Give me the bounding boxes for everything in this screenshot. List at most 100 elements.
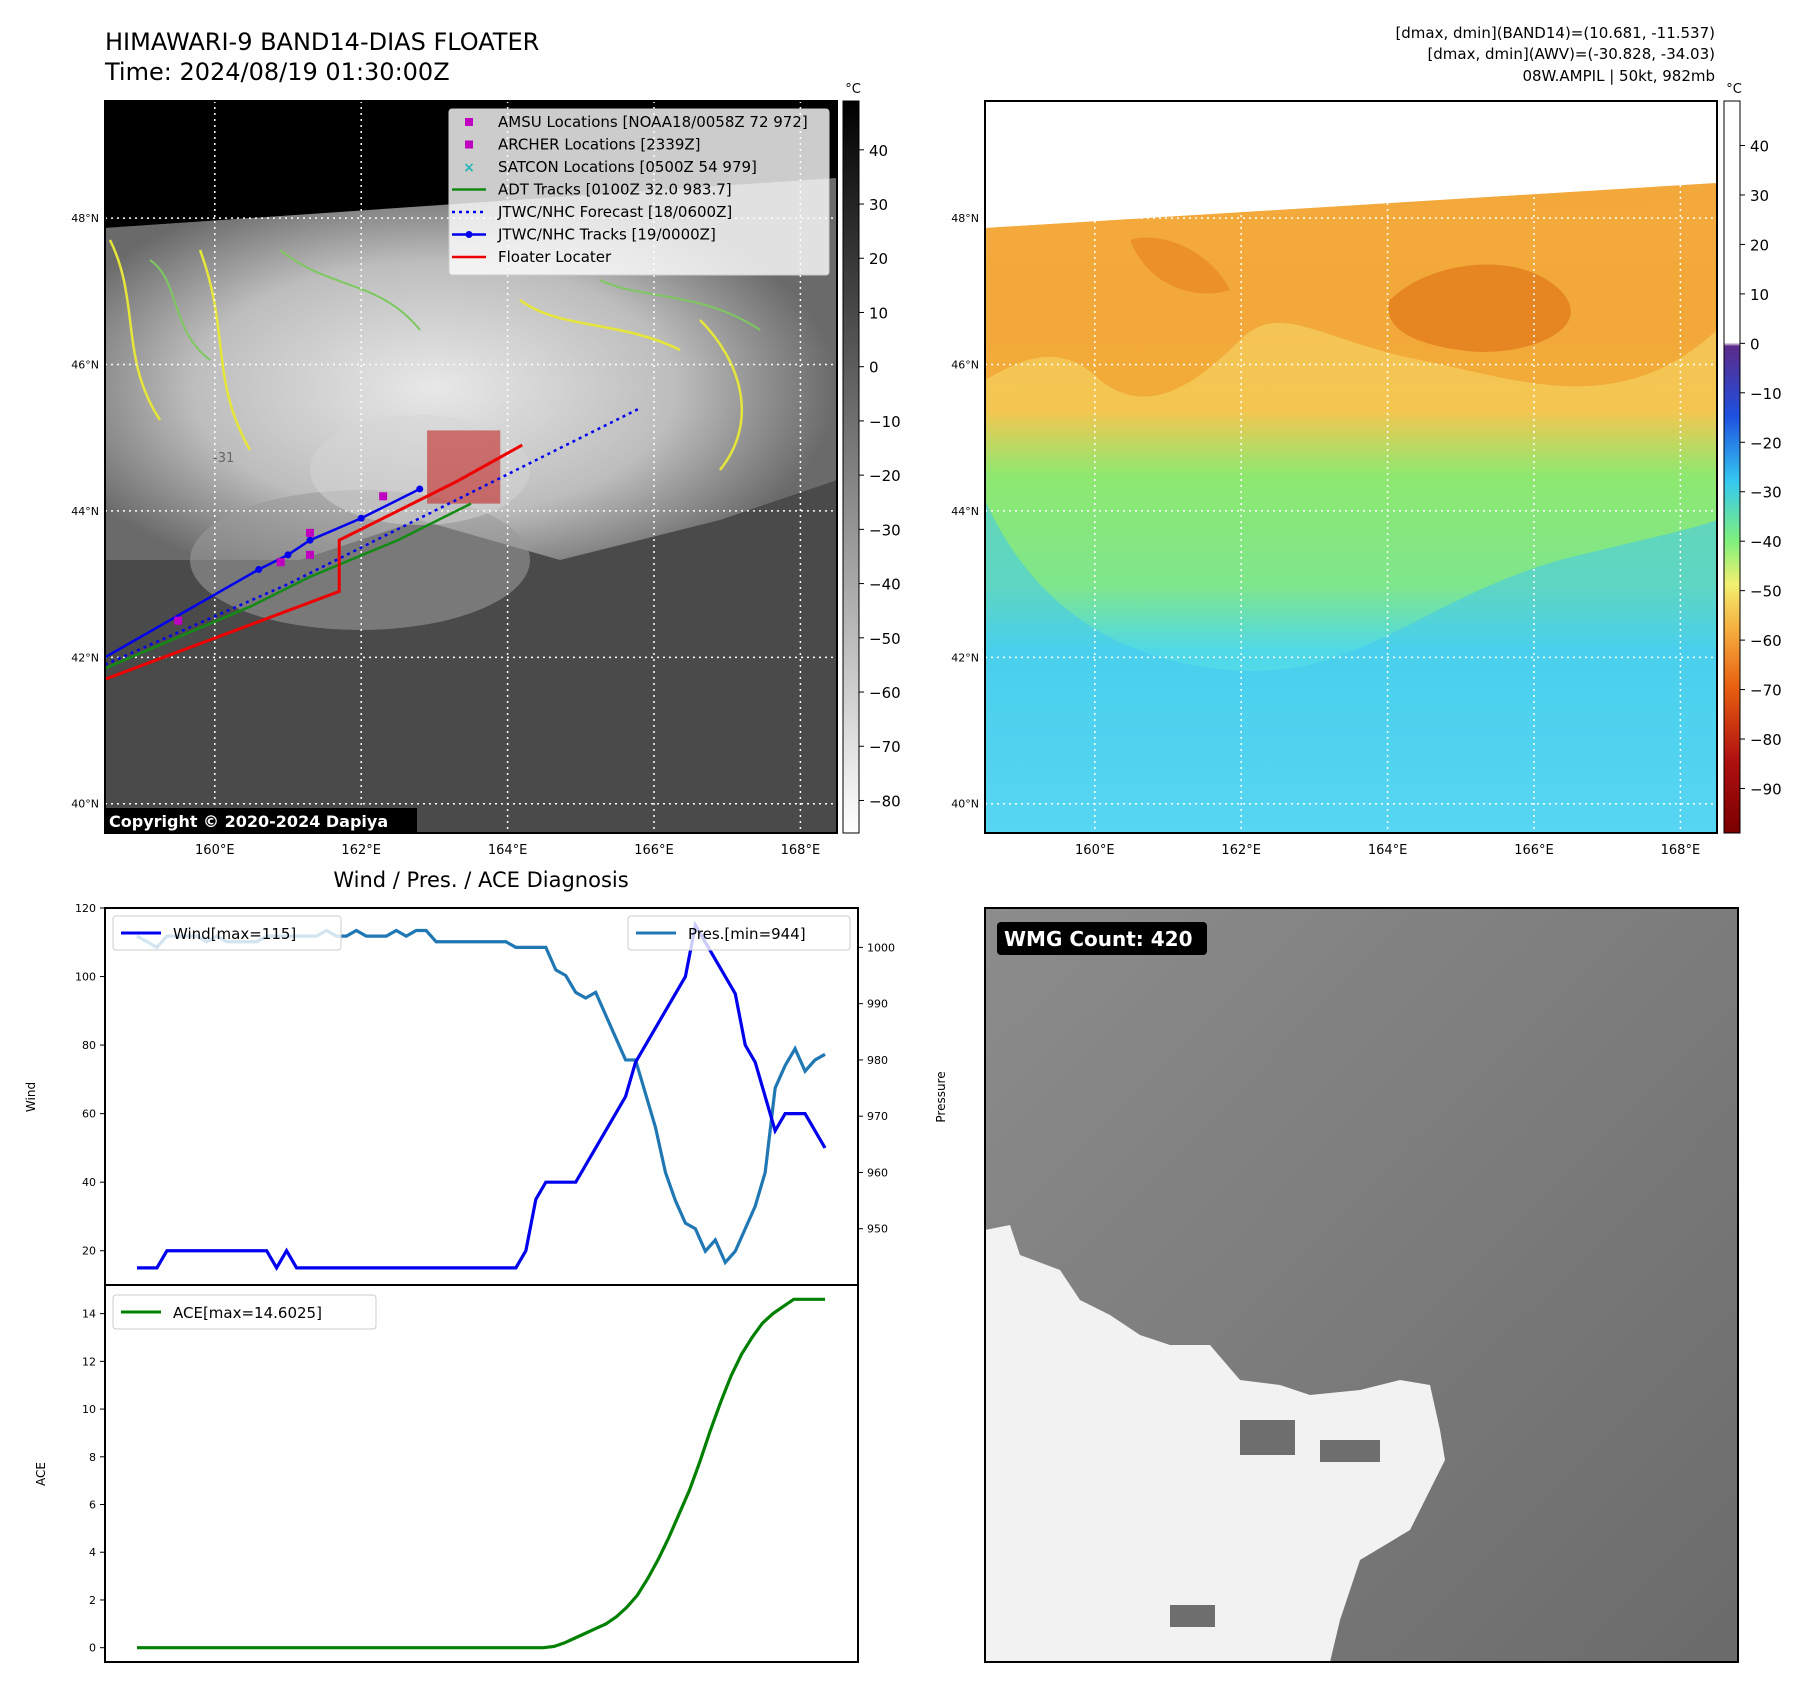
colorbar-tick-label: −10 [1750,385,1782,403]
jtwc-track-point [284,551,292,559]
lat-tick-label: 46°N [951,359,979,372]
wind-legend: Wind[max=115] [112,915,342,951]
ace-ytick-label: 8 [89,1451,96,1464]
lon-tick-label: 162°E [341,843,381,858]
ace-line [137,1297,825,1650]
wmg-label-box [997,922,1207,955]
amsu-archer-point [379,492,388,501]
legend-label: JTWC/NHC Tracks [19/0000Z] [497,226,716,244]
wind-ytick-label: 120 [75,902,96,915]
pressure-ytick-label: 990 [867,998,888,1011]
ace-legend-label: ACE[max=14.6025] [173,1304,322,1322]
colorbar-tick-label: −60 [869,684,901,702]
jtwc-forecast-track [105,407,640,666]
legend-label: SATCON Locations [0500Z 54 979] [498,158,757,176]
lon-tick-label: 164°E [488,843,528,858]
figure-title: HIMAWARI-9 BAND14-DIAS FLOATER [105,28,539,56]
wind-line [137,920,827,1272]
wmg-white-region [985,1225,1445,1662]
lat-tick-label: 42°N [71,651,99,664]
colorbar-tick-label: 20 [1750,236,1769,254]
wind-ytick-label: 40 [82,1176,96,1189]
jtwc-track-point [306,536,314,544]
legend-label: Floater Locater [498,248,612,266]
colorbar-tick-label: 0 [869,359,879,377]
lon-tick-label: 164°E [1368,843,1408,858]
jtwc-track-point [255,565,263,573]
jtwc-track-point [416,485,424,493]
pressure-ytick-label: 950 [867,1223,888,1236]
ir-contour-label: -31 [213,451,234,466]
colorbar-tick-label: −70 [1750,682,1782,700]
wind-ytick-label: 60 [82,1108,96,1121]
wmg-panel: WMG Count: 420 [984,907,1739,1663]
pressure-ytick-label: 980 [867,1054,888,1067]
colorbar-tick-label: −40 [869,576,901,594]
jtwc-track-point [357,514,365,522]
lat-tick-label: 40°N [951,798,979,811]
wind-ytick-label: 20 [82,1245,96,1258]
wind-ytick-label: 100 [75,971,96,984]
ace-ytick-label: 4 [89,1546,96,1559]
lon-tick-label: 166°E [1514,843,1554,858]
lon-tick-label: 168°E [1661,843,1701,858]
info-storm: 08W.AMPIL | 50kt, 982mb [1522,67,1715,85]
legend-marker-x: × [463,160,475,176]
colorbar-tick-label: 30 [869,196,888,214]
colorbar-tick-label: 20 [869,250,888,268]
pressure-ytick-label: 1000 [867,941,895,954]
colorbar-tick-label: 40 [1750,138,1769,156]
awv-colorbar-ticks: 40 30 20 10 0 −10 −20 −30 −40 −50 −60 −70 −80 −90 [1740,138,1782,798]
floater-track [105,443,523,681]
ir-tick-labels: 160°E 162°E 164°E 166°E 168°E 48°N 46°N 44°N 42°… [71,212,820,858]
info-awv: [dmax, dmin](AWV)=(-30.828, -34.03) [1427,45,1715,63]
colorbar-tick-label: −60 [1750,632,1782,650]
colorbar-tick-label: −30 [869,521,901,539]
colorbar-tick-label: −20 [869,467,901,485]
lon-tick-label: 160°E [195,843,235,858]
colorbar-tick-label: −30 [1750,484,1782,502]
colorbar-tick-label: 0 [1750,335,1760,353]
ir-colorbar-ticks: 40 30 20 10 0 −10 −20 −30 −40 −50 −60 −70 −80 [859,142,901,810]
wind-pres-axes [105,908,858,1285]
lat-tick-label: 44°N [951,505,979,518]
colorbar-tick-label: 40 [869,142,888,160]
ir-legend: AMSU Locations [NOAA18/0058Z 72 972] ARCH… [448,108,830,276]
awv-colorbar-unit: °C [1726,82,1742,97]
lat-tick-label: 44°N [71,505,99,518]
ir-colorbar-unit: °C [845,82,861,97]
legend-label: ADT Tracks [0100Z 32.0 983.7] [498,181,732,199]
ace-ylabel: ACE [34,1462,48,1486]
copyright-box [105,808,417,833]
amsu-archer-point [174,616,183,625]
awv-frame [984,100,1718,834]
legend-label: JTWC/NHC Forecast [18/0600Z] [497,203,732,221]
pressure-ytick-label: 960 [867,1166,888,1179]
info-band14: [dmax, dmin](BAND14)=(10.681, -11.537) [1395,24,1715,42]
legend-marker-square [465,140,473,149]
ace-lines [137,1297,825,1650]
pressure-legend-label: Pres.[min=944] [688,925,806,943]
colorbar-tick-label: −10 [869,413,901,431]
lat-tick-label: 46°N [71,359,99,372]
ace-ytick-label: 2 [89,1594,96,1607]
lat-tick-label: 48°N [951,212,979,225]
ace-ytick-label: 14 [82,1308,96,1321]
amsu-archer-point [305,550,314,559]
colorbar-tick-label: 30 [1750,187,1769,205]
ir-panel: -31 160°E 162°E 164°E 166°E 168°E 48°N 46°N 44°… [71,82,900,858]
wmg-label: WMG Count: 420 [1004,927,1193,951]
ir-tracks [105,407,640,681]
diagnosis-ticks: 20 40 60 80 100 120 950 960 970 980 990 1000 0 2 4 6 8 10… [75,902,895,1655]
colorbar-tick-label: −80 [869,792,901,810]
floater-box [427,430,501,504]
ir-frame [104,100,838,834]
awv-tick-labels: 160°E 162°E 164°E 166°E 168°E 48°N 46°N 44°N 42°… [951,212,1700,858]
legend-marker-square [465,118,473,126]
awv-image [985,101,1717,833]
lon-tick-label: 168°E [781,843,821,858]
wind-legend-label: Wind[max=115] [173,925,296,943]
ace-ytick-label: 12 [82,1355,96,1368]
ace-ytick-label: 10 [82,1403,96,1416]
